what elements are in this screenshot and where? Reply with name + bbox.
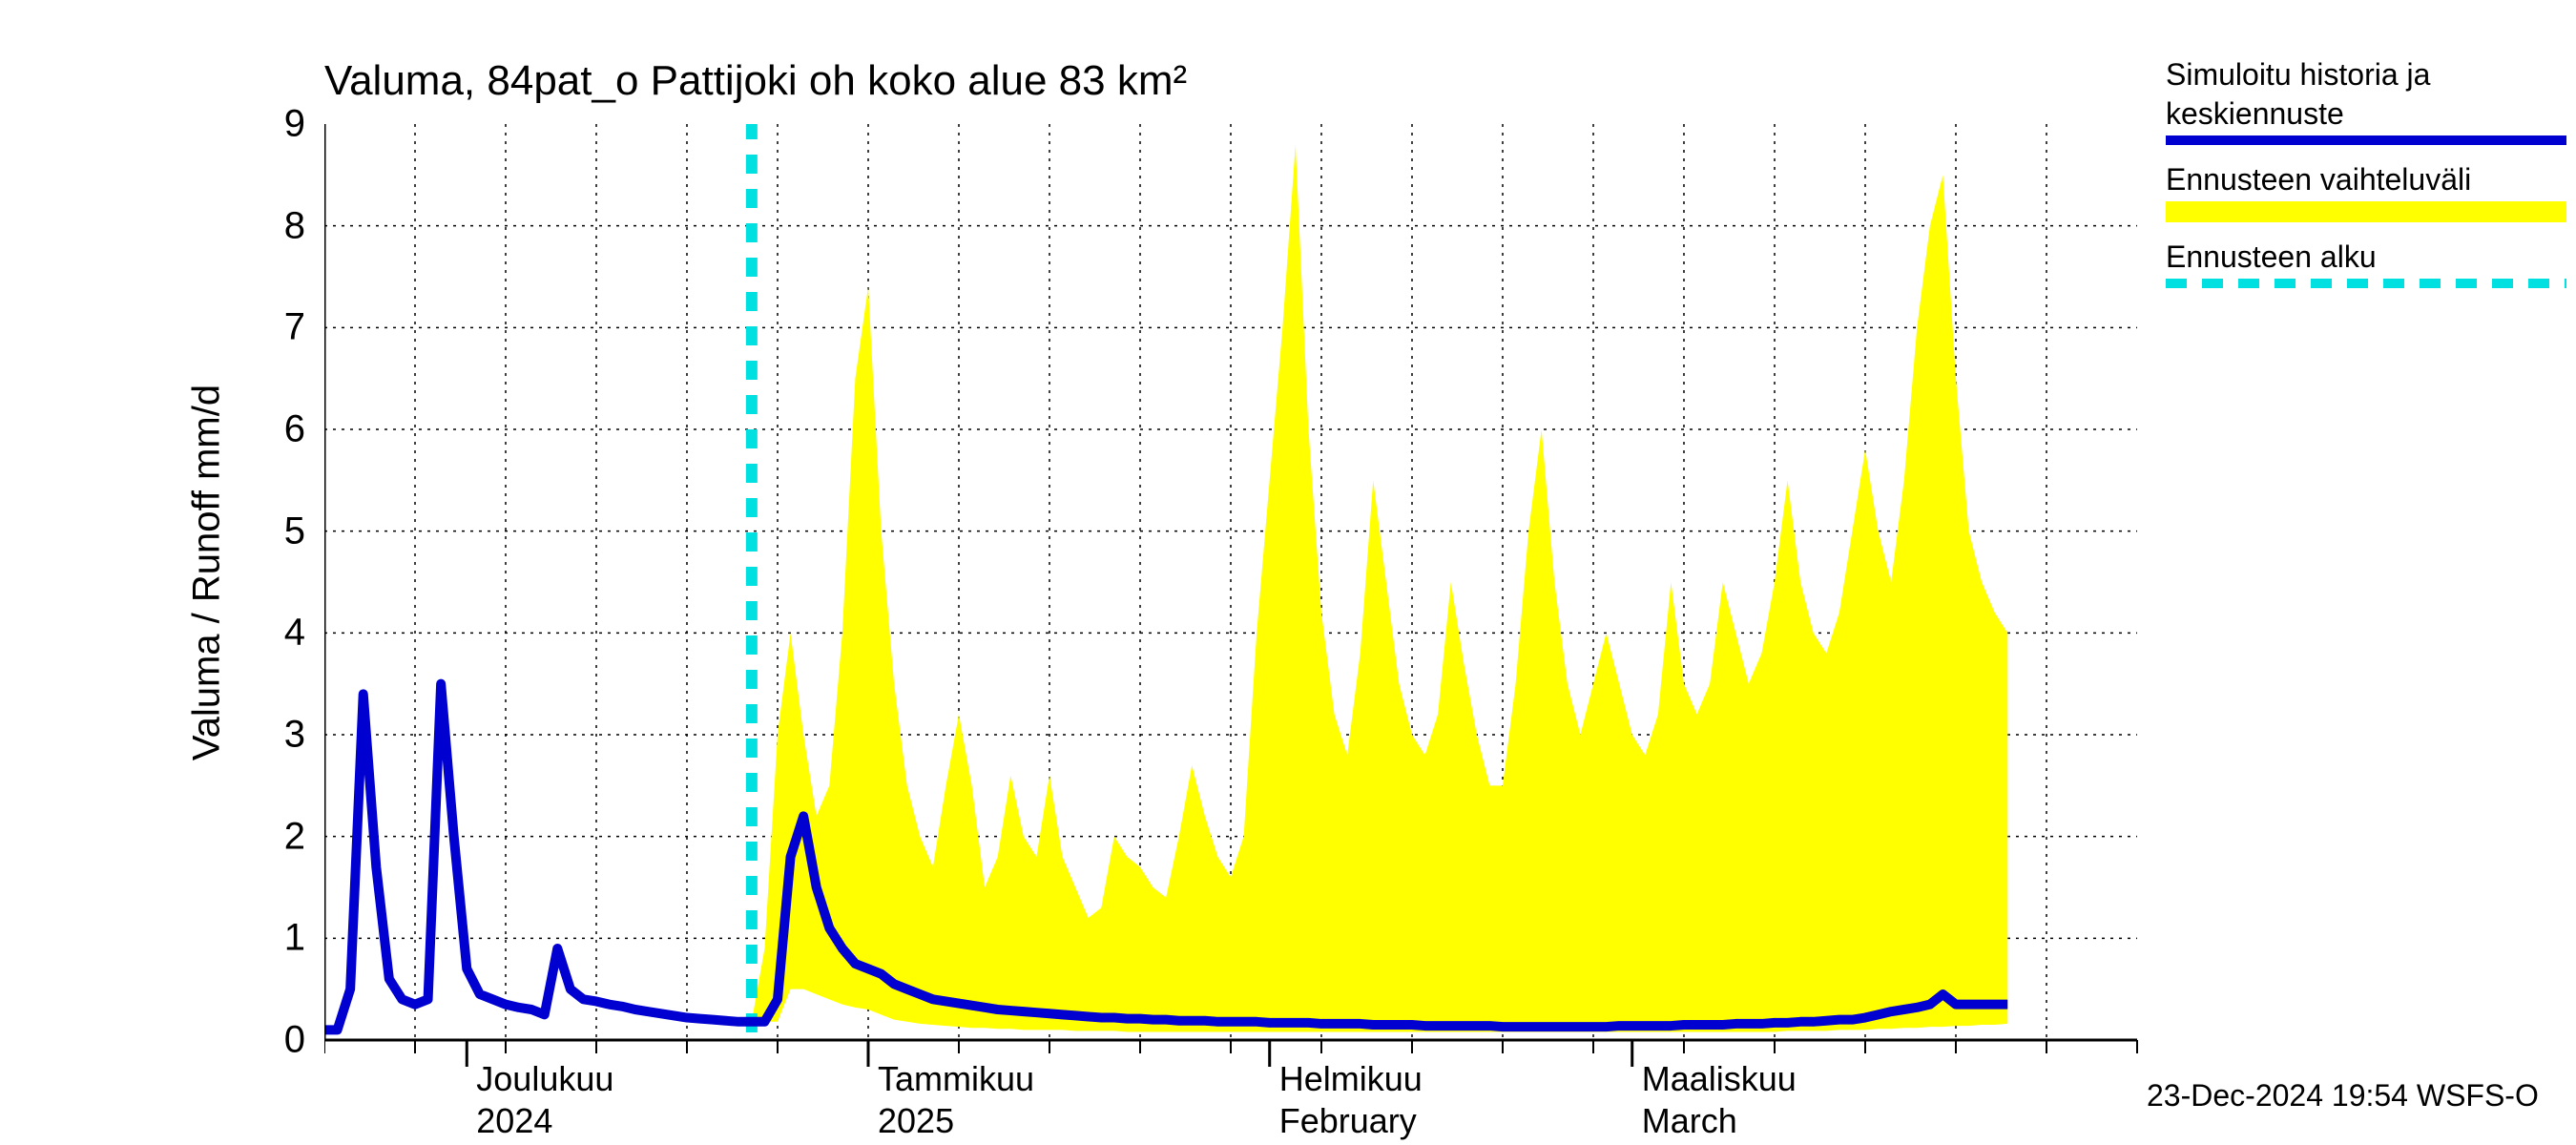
legend-label: Ennusteen vaihteluväli <box>2166 162 2566 198</box>
x-tick-label: Tammikuu <box>878 1059 1034 1099</box>
legend-swatch <box>2166 201 2566 222</box>
y-tick-label: 2 <box>248 815 305 858</box>
chart-title: Valuma, 84pat_o Pattijoki oh koko alue 8… <box>324 57 1187 105</box>
chart-plot-area <box>324 124 2194 1097</box>
y-tick-label: 0 <box>248 1019 305 1062</box>
x-tick-label: Maaliskuu <box>1642 1059 1797 1099</box>
legend-swatch <box>2166 279 2566 288</box>
chart-legend: Simuloitu historia jakeskiennuste Ennuste… <box>2166 57 2566 305</box>
x-tick-label: February <box>1279 1101 1417 1141</box>
x-tick-label: 2024 <box>476 1101 552 1141</box>
legend-label: Simuloitu historia ja <box>2166 57 2566 93</box>
y-tick-label: 5 <box>248 510 305 552</box>
x-tick-label: 2025 <box>878 1101 954 1141</box>
legend-label: Ennusteen alku <box>2166 239 2566 275</box>
y-tick-label: 3 <box>248 714 305 757</box>
y-tick-label: 6 <box>248 408 305 451</box>
x-tick-label: March <box>1642 1101 1737 1141</box>
x-tick-label: Helmikuu <box>1279 1059 1423 1099</box>
legend-label: keskiennuste <box>2166 96 2566 132</box>
chart-footer: 23-Dec-2024 19:54 WSFS-O <box>2147 1078 2539 1114</box>
y-tick-label: 8 <box>248 204 305 247</box>
legend-swatch <box>2166 135 2566 145</box>
y-axis-label: Valuma / Runoff mm/d <box>186 385 229 760</box>
y-tick-label: 4 <box>248 612 305 655</box>
forecast-range-area <box>752 144 2007 1031</box>
chart-container: Valuma / Runoff mm/d Valuma, 84pat_o Pat… <box>0 0 2576 1145</box>
y-tick-label: 1 <box>248 917 305 960</box>
y-tick-label: 9 <box>248 103 305 146</box>
y-tick-label: 7 <box>248 306 305 349</box>
x-tick-label: Joulukuu <box>476 1059 613 1099</box>
